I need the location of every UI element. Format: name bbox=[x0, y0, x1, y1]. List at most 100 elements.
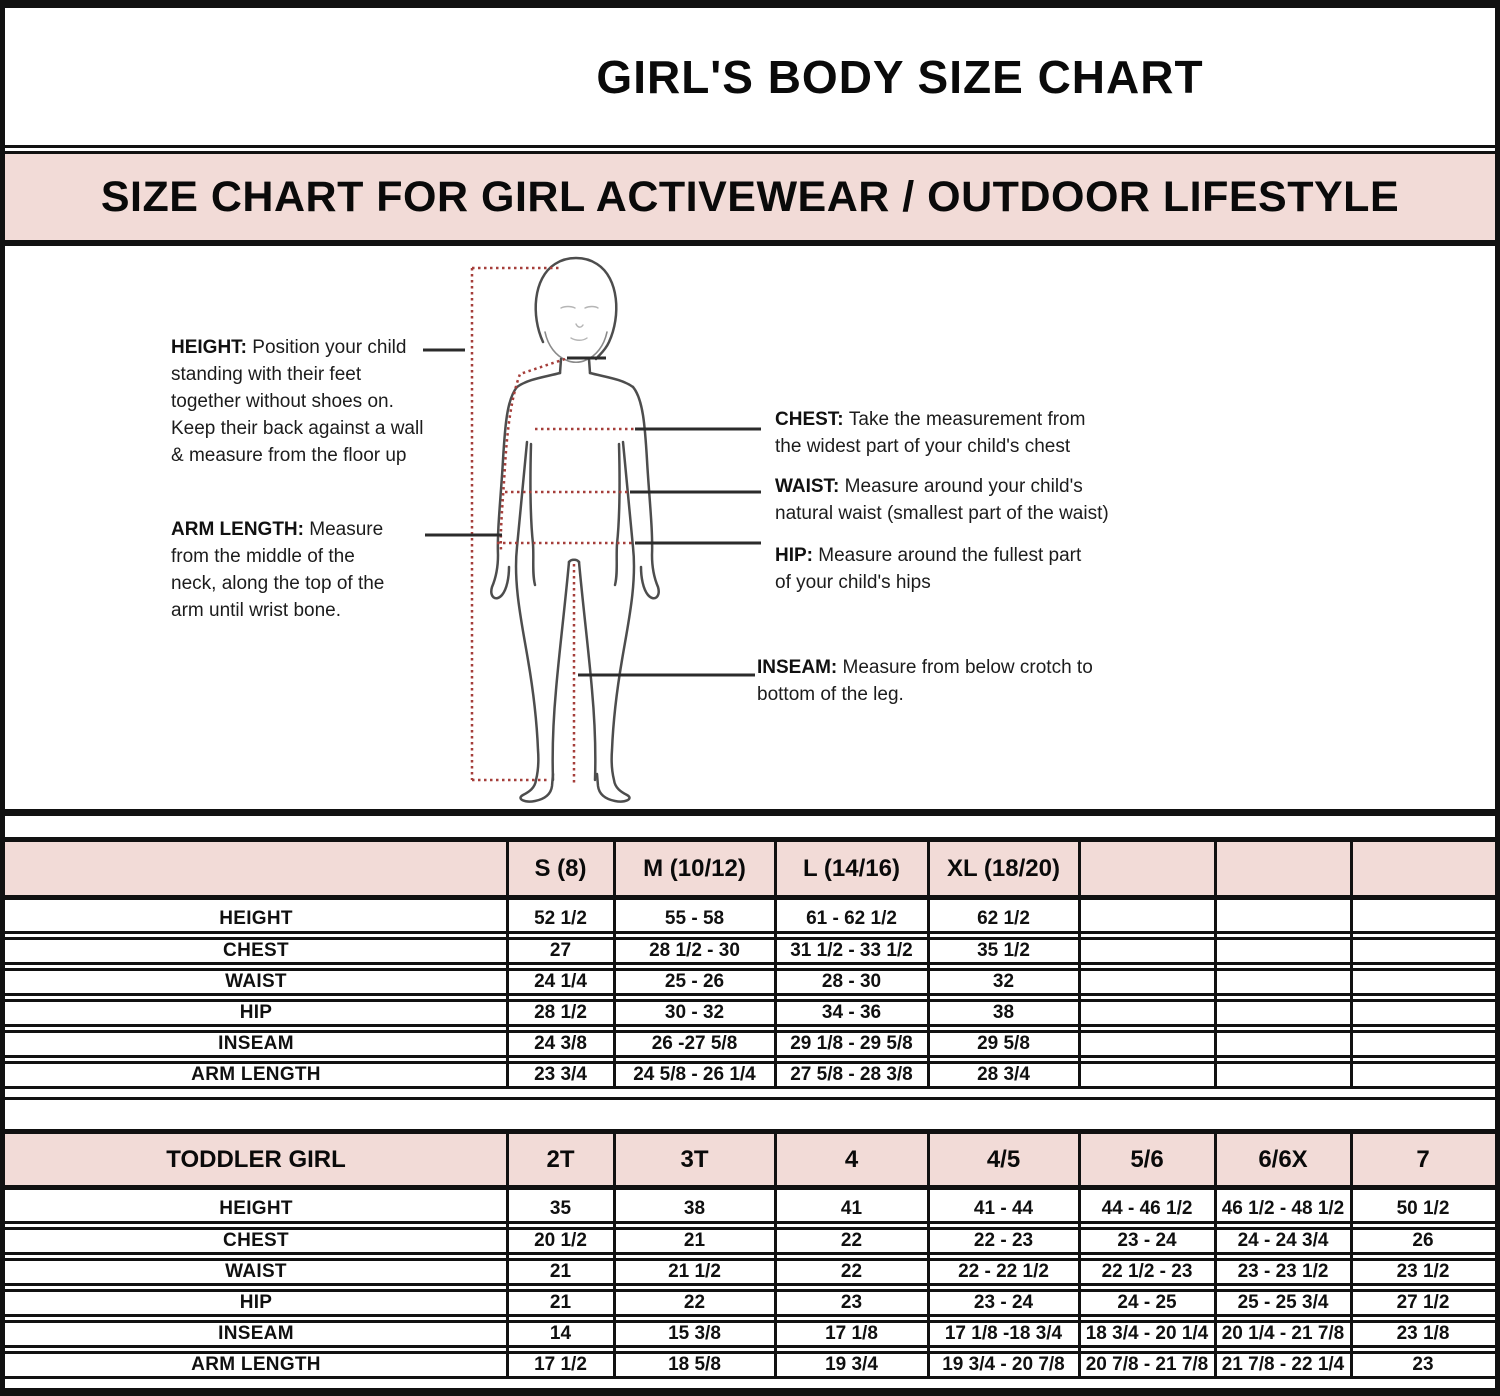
table-row: HEIGHT 52 1/2 55 - 58 61 - 62 1/2 62 1/2 bbox=[5, 906, 1495, 934]
value-cell: 41 - 44 bbox=[973, 1197, 1034, 1219]
annotation-label: CHEST: bbox=[775, 409, 849, 430]
annotation-label: WAIST: bbox=[775, 476, 845, 497]
value-cell: 18 3/4 - 20 1/4 bbox=[1085, 1323, 1209, 1344]
value-cell: 17 1/8 bbox=[825, 1323, 878, 1344]
row-label: HEIGHT bbox=[219, 1197, 293, 1219]
header-cell: 2T bbox=[546, 1145, 575, 1173]
value-cell: 44 - 46 1/2 bbox=[1101, 1197, 1193, 1219]
value-cell: 26 -27 5/8 bbox=[651, 1033, 738, 1054]
column-divider-line bbox=[1077, 842, 1081, 1089]
value-cell: 24 5/8 - 26 1/4 bbox=[633, 1064, 756, 1085]
header-cell: XL (18/20) bbox=[947, 854, 1060, 882]
pointer-lines bbox=[423, 348, 761, 677]
column-divider-line bbox=[773, 842, 777, 1089]
value-cell: 23 bbox=[840, 1292, 863, 1313]
column-divider-line bbox=[1077, 1134, 1081, 1379]
value-cell: 18 5/8 bbox=[668, 1354, 721, 1375]
table-row: ARM LENGTH 17 1/2 18 5/8 19 3/4 19 3/4 - 20 … bbox=[5, 1351, 1495, 1379]
row-label: HIP bbox=[239, 1002, 273, 1023]
value-cell: 25 - 26 bbox=[664, 971, 725, 992]
value-cell: 35 bbox=[549, 1197, 572, 1219]
value-cell: 22 bbox=[840, 1261, 863, 1282]
value-cell: 23 3/4 bbox=[534, 1064, 587, 1085]
row-label: CHEST bbox=[223, 940, 289, 961]
annotation-arm-length: ARM LENGTH: Measure from the middle of th… bbox=[171, 519, 385, 621]
column-divider-line bbox=[505, 842, 509, 1089]
header-cell: 4 bbox=[844, 1145, 859, 1173]
value-cell: 22 bbox=[683, 1292, 706, 1313]
annotation-hip: HIP: Measure around the fullest part of y… bbox=[775, 545, 1082, 593]
annotation-waist: WAIST: Measure around your child's natura… bbox=[775, 476, 1109, 524]
table-row: WAIST 21 21 1/2 22 22 - 22 1/2 22 1/2 - 23 23 … bbox=[5, 1258, 1495, 1286]
column-divider-line bbox=[505, 1134, 509, 1379]
table-row: HIP 21 22 23 23 - 24 24 - 25 25 - 25 3/4 27 1/2 bbox=[5, 1289, 1495, 1317]
value-cell: 24 1/4 bbox=[534, 971, 587, 992]
body-figure-drawing bbox=[423, 256, 761, 803]
value-cell: 24 - 24 3/4 bbox=[1237, 1230, 1329, 1251]
value-cell: 38 bbox=[992, 1002, 1015, 1023]
value-cell: 22 bbox=[840, 1230, 863, 1251]
value-cell: 27 bbox=[549, 940, 572, 961]
column-divider-line bbox=[1213, 1134, 1217, 1379]
header-cell: 6/6X bbox=[1258, 1145, 1308, 1173]
table-row: CHEST 27 28 1/2 - 30 31 1/2 - 33 1/2 35 1/2 bbox=[5, 937, 1495, 965]
value-cell: 28 3/4 bbox=[977, 1064, 1030, 1085]
measure-lines-red bbox=[470, 266, 635, 786]
banner-title: SIZE CHART FOR GIRL ACTIVEWEAR / OUTDOOR… bbox=[100, 172, 1400, 221]
header-cell: 5/6 bbox=[1130, 1145, 1164, 1173]
column-divider-line bbox=[612, 842, 616, 1089]
column-divider-line bbox=[926, 842, 930, 1089]
row-label: ARM LENGTH bbox=[191, 1354, 321, 1375]
column-divider-line bbox=[612, 1134, 616, 1379]
girl-size-table: S (8) M (10/12) L (14/16) XL (18/20) HEIGHT 5… bbox=[5, 842, 1495, 1100]
row-label: HEIGHT bbox=[219, 907, 293, 929]
value-cell: 24 - 25 bbox=[1117, 1292, 1177, 1313]
table-row: CHEST 20 1/2 21 22 22 - 23 23 - 24 24 - 24 3/4… bbox=[5, 1227, 1495, 1255]
measurement-diagram-panel: HEIGHT: Position your child standing with… bbox=[5, 246, 1495, 816]
pink-banner: SIZE CHART FOR GIRL ACTIVEWEAR / OUTDOOR… bbox=[5, 154, 1495, 246]
header-cell: 4/5 bbox=[986, 1145, 1021, 1173]
value-cell: 34 - 36 bbox=[821, 1002, 882, 1023]
value-cell: 15 3/8 bbox=[668, 1323, 721, 1344]
annotation-height: HEIGHT: Position your child standing with… bbox=[171, 337, 424, 466]
value-cell: 17 1/2 bbox=[534, 1354, 587, 1375]
title-box: GIRL'S BODY SIZE CHART bbox=[5, 8, 1495, 154]
value-cell: 23 - 23 1/2 bbox=[1237, 1261, 1329, 1282]
value-cell: 19 3/4 bbox=[825, 1354, 878, 1375]
value-cell: 22 1/2 - 23 bbox=[1101, 1261, 1193, 1282]
value-cell: 32 bbox=[992, 971, 1015, 992]
value-cell: 19 3/4 - 20 7/8 bbox=[942, 1354, 1065, 1375]
table-header-row: S (8) M (10/12) L (14/16) XL (18/20) bbox=[5, 842, 1495, 900]
annotation-label: HIP: bbox=[775, 545, 819, 566]
table-row: HEIGHT 35 38 41 41 - 44 44 - 46 1/2 46 1/2 - 4… bbox=[5, 1196, 1495, 1224]
value-cell: 23 1/2 bbox=[1396, 1261, 1450, 1282]
row-label: INSEAM bbox=[218, 1323, 294, 1344]
girl-size-table-core: S (8) M (10/12) L (14/16) XL (18/20) HEIGHT 5… bbox=[5, 842, 1495, 1089]
header-cell: 3T bbox=[680, 1145, 709, 1173]
toddler-size-table: TODDLER GIRL 2T 3T 4 4/5 5/6 6/6X 7 HEIGHT 35 38 41… bbox=[5, 1134, 1495, 1388]
column-divider-line bbox=[926, 1134, 930, 1379]
toddler-size-table-core: TODDLER GIRL 2T 3T 4 4/5 5/6 6/6X 7 HEIGHT 35 38 41… bbox=[5, 1134, 1495, 1379]
value-cell: 31 1/2 - 33 1/2 bbox=[790, 940, 913, 961]
row-label: CHEST bbox=[223, 1230, 289, 1251]
annotation-label: HEIGHT: bbox=[171, 337, 253, 358]
value-cell: 27 5/8 - 28 3/8 bbox=[790, 1064, 913, 1085]
value-cell: 46 1/2 - 48 1/2 bbox=[1221, 1197, 1345, 1219]
value-cell: 35 1/2 bbox=[977, 940, 1030, 961]
table-row: ARM LENGTH 23 3/4 24 5/8 - 26 1/4 27 5/8 - … bbox=[5, 1061, 1495, 1089]
value-cell: 20 1/2 bbox=[534, 1230, 587, 1251]
row-label: INSEAM bbox=[218, 1033, 294, 1054]
row-label: WAIST bbox=[225, 1261, 287, 1282]
value-cell: 30 - 32 bbox=[664, 1002, 725, 1023]
child-figure bbox=[490, 256, 660, 803]
value-cell: 22 - 22 1/2 bbox=[958, 1261, 1049, 1282]
value-cell: 23 - 24 bbox=[1117, 1230, 1177, 1251]
value-cell: 28 - 30 bbox=[821, 971, 882, 992]
annotation-label: ARM LENGTH: bbox=[171, 519, 310, 540]
header-cell: 7 bbox=[1416, 1145, 1430, 1173]
value-cell: 38 bbox=[683, 1197, 706, 1219]
row-label: HIP bbox=[239, 1292, 273, 1313]
value-cell: 28 1/2 bbox=[534, 1002, 587, 1023]
value-cell: 41 bbox=[840, 1197, 863, 1219]
